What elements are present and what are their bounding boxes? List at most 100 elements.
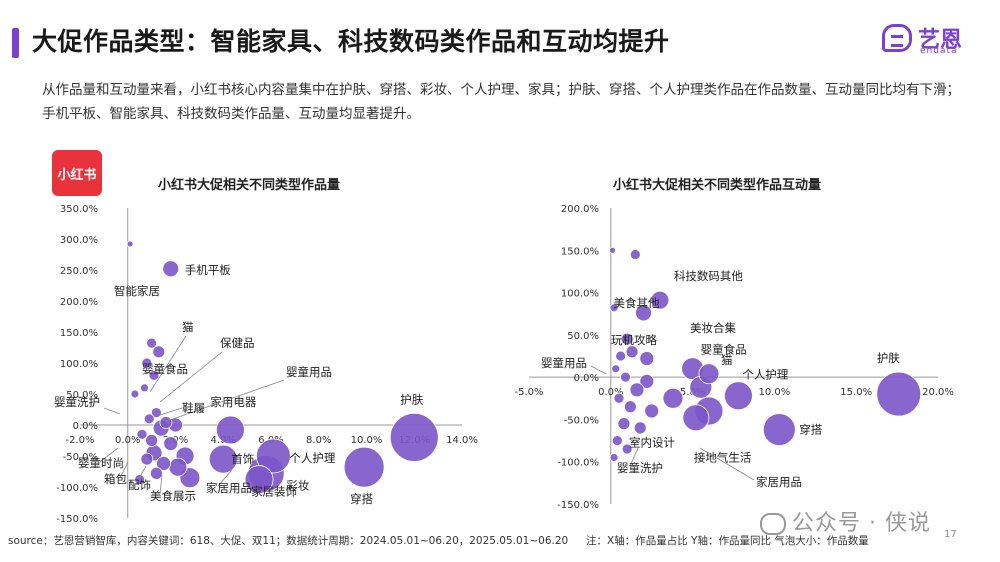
right-chart-x-tick-label: -5.0% (514, 387, 543, 398)
left-chart-y-tick-label: 200.0% (60, 297, 98, 308)
right-chart-bubble (617, 417, 631, 431)
logo-name-en: endata (920, 46, 958, 56)
left-chart-callout-label: 婴童洗护 (54, 395, 100, 409)
left-chart-callout-label: 婴童食品 (142, 362, 188, 376)
left-chart-callout-label: 箱包 (104, 472, 127, 486)
left-chart-callout-label: 婴童用品 (286, 365, 332, 379)
left-chart-callout-line (135, 465, 147, 485)
left-chart-callout-line (159, 474, 163, 495)
left-chart-bubble (255, 438, 291, 474)
left-chart-callout-label: 美食展示 (150, 489, 196, 503)
right-chart-bubble (625, 345, 639, 359)
right-chart-callout-line (629, 447, 639, 467)
right-chart-bubble-label: 科技数码其他 (674, 269, 743, 283)
left-chart-bubble (162, 260, 180, 278)
right-chart-callout-label: 婴童用品 (541, 356, 587, 370)
left-chart-bubble-label: 手机平板 (185, 263, 231, 277)
right-chart-y-tick-label: 0.0% (574, 373, 599, 384)
right-chart-bubble (613, 392, 625, 404)
left-chart-bubble (148, 369, 160, 381)
left-chart-bubble (136, 428, 148, 440)
right-chart-bubble (611, 364, 621, 374)
left-chart-bubble-label: 护肤 (400, 392, 423, 406)
xiaohongshu-badge: 小红书 (52, 150, 102, 196)
right-chart-bubble (662, 387, 684, 409)
chart-title-left: 小红书大促相关不同类型作品量 (158, 178, 341, 193)
right-chart-bubble-label: 婴童食品 (701, 343, 747, 357)
left-chart-bubble (130, 389, 140, 399)
right-chart-x-tick-label: 0.0% (598, 387, 623, 398)
right-chart-bubble (650, 290, 670, 310)
right-chart-bubble (644, 403, 660, 419)
axis-note: 注：X轴：作品量占比 Y轴：作品量同比 气泡大小：作品数量 (586, 535, 869, 547)
left-chart-bubble (163, 436, 179, 452)
left-chart-x-tick-label: -2.0% (65, 435, 94, 446)
left-chart-bubble-label: 家用电器 (210, 395, 256, 409)
right-chart-callout-line (590, 365, 607, 375)
right-chart-y-tick-label: 100.0% (561, 289, 599, 300)
right-chart-callout-line (699, 447, 755, 481)
left-chart-bubble (143, 413, 155, 425)
right-chart-x-tick-label: 20.0% (922, 387, 954, 398)
left-chart-callout-line (217, 469, 233, 487)
right-chart-bubble (609, 303, 619, 313)
left-chart-bubble (141, 357, 153, 369)
left-chart-bubble (343, 446, 385, 488)
left-chart-y-tick-label: 250.0% (60, 266, 98, 277)
left-chart-bubble (389, 412, 439, 462)
right-chart-bubble (620, 332, 634, 346)
left-chart-callout-line (159, 351, 223, 403)
right-chart-callout-label: 玩机攻略 (611, 333, 657, 347)
watermark-text: 公众号 · 侠说 (792, 511, 931, 536)
right-chart-bubble (609, 453, 619, 462)
page-title: 大促作品类型：智能家具、科技数码类作品和互动均提升 (32, 27, 670, 56)
right-chart-bubble (620, 371, 631, 383)
right-chart-bubble-label: 个人护理 (742, 368, 788, 382)
left-chart-y-tick-label: -50.0% (63, 452, 98, 463)
right-chart-bubble-label: 接地气生活 (694, 451, 752, 465)
left-chart-bubble (159, 416, 173, 429)
chart-title-right: 小红书大促相关不同类型作品互动量 (613, 178, 822, 193)
watermark: 公众号 · 侠说 (760, 505, 931, 537)
left-chart-callout-label: 鞋履 (182, 401, 205, 415)
left-chart-y-tick-label: 350.0% (60, 204, 98, 215)
left-chart-bubble (156, 456, 171, 471)
left-chart-y-tick-label: 50.0% (66, 390, 98, 401)
left-chart-y-tick-label: 300.0% (60, 235, 98, 246)
right-chart-y-tick-label: -100.0% (557, 458, 599, 469)
left-chart-x-tick-label: 10.0% (351, 435, 383, 446)
left-chart-x-tick-label: 8.0% (306, 435, 331, 446)
left-chart-y-tick-label: -100.0% (56, 483, 98, 494)
right-chart-bubble (698, 363, 720, 385)
right-chart-bubble (639, 373, 655, 389)
right-chart-bubble (611, 435, 623, 446)
right-chart-bubble (724, 381, 753, 411)
brand-logo: 艺恩 endata (882, 22, 986, 56)
right-chart-bubble-label: 美食其他 (614, 296, 660, 310)
right-chart-bubble (609, 246, 616, 254)
right-chart-bubble (624, 400, 637, 414)
page-number: 17 (944, 529, 957, 540)
wechat-icon (760, 513, 786, 535)
left-chart-bubble (244, 465, 274, 494)
right-chart-y-tick-label: -50.0% (564, 415, 599, 426)
right-chart-bubble (682, 404, 710, 432)
right-chart-bubble (762, 413, 796, 446)
left-chart-callout-line (99, 447, 119, 463)
left-chart-callout-line (169, 379, 285, 421)
left-chart-callout-label: 家居用品 (206, 481, 252, 495)
right-chart-bubble (615, 350, 627, 362)
left-chart-y-tick-label: 150.0% (60, 328, 98, 339)
left-chart-callout-label: 智能家居 (114, 284, 160, 298)
left-chart-bubble (149, 466, 163, 480)
right-chart-bubble-label: 猫 (721, 353, 733, 367)
right-chart-bubble (876, 371, 922, 417)
left-chart-callout-line (159, 407, 183, 416)
left-chart-callout-label: 配饰 (128, 478, 151, 492)
left-chart-bubble-label: 首饰 (231, 452, 254, 466)
left-chart-callout-line (119, 461, 129, 479)
left-chart-bubble (150, 407, 162, 419)
right-chart-y-tick-label: 200.0% (561, 204, 599, 215)
left-chart-callout-label: 猫 (182, 320, 194, 334)
